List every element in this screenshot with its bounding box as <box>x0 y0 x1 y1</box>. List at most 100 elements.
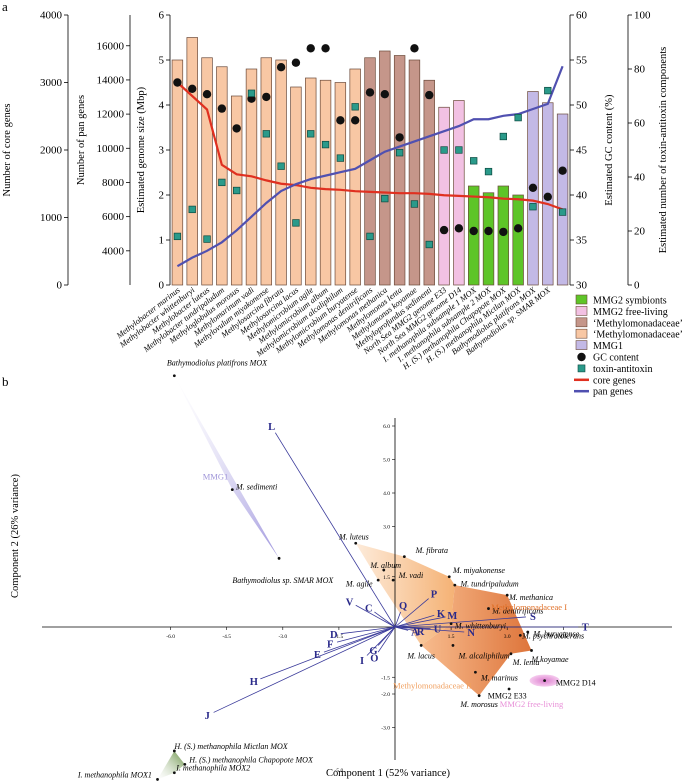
y-tick-label: 5.0 <box>383 458 390 464</box>
loading-label: M <box>447 611 457 622</box>
y-tick-label: 3.0 <box>383 525 390 531</box>
gc-point-1 <box>188 84 197 94</box>
y-tick-label: 6.0 <box>383 424 390 430</box>
loading-label: D <box>330 630 338 641</box>
ta-point-15 <box>395 149 404 157</box>
axis-tick-label: 2 <box>159 190 165 202</box>
genome-size-axis: 0 1 2 3 4 5 6 <box>159 10 171 292</box>
loading-label: R <box>417 627 425 638</box>
pca-point <box>487 607 490 610</box>
axis-tick-label: 6 <box>159 10 165 22</box>
ta-point-24 <box>529 203 537 211</box>
gc-point-26 <box>558 166 567 175</box>
pca-point <box>172 374 176 378</box>
axis-tick-label: 30 <box>576 280 588 292</box>
axis-tick-label: 40 <box>576 190 588 202</box>
pca-point-label: M. lacus <box>406 651 435 660</box>
pca-point <box>391 578 395 582</box>
gc-point-16 <box>410 44 419 53</box>
ta-point-9 <box>307 130 315 138</box>
loading-label: J <box>205 711 210 722</box>
pca-points: Bathymodiolus platifrons MOX M. sedimenti… <box>77 358 596 781</box>
gc-point-7 <box>276 62 286 72</box>
ta-point-17 <box>425 240 433 249</box>
axis-tick-label: 3 <box>159 145 165 157</box>
axis-tick-label: 0 <box>57 280 63 292</box>
loading-label: A <box>411 628 419 639</box>
size-axis-label: Estimated genome size (Mbp) <box>136 86 147 213</box>
legend-swatch <box>575 294 588 305</box>
axis-tick-label: 80 <box>634 64 646 76</box>
x-tick-label: -4.5 <box>222 634 231 640</box>
pca-point <box>526 630 530 634</box>
pca-point <box>354 541 358 545</box>
loading-label: C <box>365 603 373 614</box>
axis-tick-label: 2000 <box>40 145 63 157</box>
pca-point-label: M. fibrata <box>415 546 448 555</box>
ta-point-6 <box>262 130 270 138</box>
gc-point-14 <box>380 90 390 99</box>
pca-point <box>507 687 511 691</box>
bar-20 <box>468 185 480 286</box>
loading-label: H <box>250 677 258 688</box>
bar-6 <box>260 57 272 286</box>
loading-line <box>394 598 429 628</box>
ta-point-20 <box>470 157 478 165</box>
loading-label: L <box>268 422 275 433</box>
gc-point-13 <box>365 88 375 97</box>
panel-label-a: a <box>2 0 8 14</box>
bar-7 <box>275 59 287 286</box>
ta-point-21 <box>484 167 493 176</box>
pca-point <box>183 762 187 766</box>
legend-label: core genes <box>593 375 636 386</box>
ta-point-18 <box>440 146 448 154</box>
gc-point-17 <box>425 90 434 100</box>
pca-point <box>474 670 477 674</box>
ta-axis-label: Estimated number of toxin-antitoxin comp… <box>658 47 669 253</box>
loading-line <box>394 611 401 628</box>
gc-point-3 <box>217 104 227 113</box>
gc-point-4 <box>232 124 241 133</box>
loading-line <box>374 611 396 628</box>
pca-point <box>447 575 451 579</box>
ta-point-5 <box>247 89 256 97</box>
bar-19 <box>453 100 465 286</box>
x-tick-label: 3.0 <box>504 634 511 640</box>
axis-tick-label: 3000 <box>40 77 63 89</box>
gc-point-12 <box>350 116 360 125</box>
pan-axis-label: Number of pan genes <box>76 95 87 185</box>
loading-label: G <box>369 646 377 657</box>
pca-point <box>376 578 380 582</box>
loading-label: E <box>314 650 321 661</box>
loading-line <box>340 626 396 635</box>
gc-point-9 <box>306 44 315 53</box>
ta-point-19 <box>455 146 463 154</box>
x-tick-label: 1.5 <box>448 634 455 640</box>
legend-label: MMG2 symbionts <box>593 296 667 307</box>
legend-swatch <box>577 364 586 373</box>
panel-b-pca: -6.0 -4.5 -3.0 -1.5 1.5 3.0 4.5 -1.5 -2.0 -3.0 1.5… <box>10 358 672 781</box>
ta-point-0 <box>173 232 182 241</box>
ta-point-12 <box>351 103 359 111</box>
pca-point <box>505 593 509 597</box>
loading-line <box>394 616 446 628</box>
x-axis-label: Component 1 (52% variance) <box>326 768 450 779</box>
cluster-label: Methylomonadaceae I <box>491 602 567 612</box>
legend-swatch <box>575 306 588 316</box>
hull-methylomonadaceae-i <box>421 585 532 696</box>
ta-point-4 <box>233 186 241 195</box>
pca-point <box>172 771 176 775</box>
pca-point-label: M. album <box>369 561 401 570</box>
toxin-antitoxin-axis: 0 20 40 60 80 100 <box>627 10 651 292</box>
hull-mmg2-symbionts <box>157 750 185 780</box>
loading-line <box>377 626 396 653</box>
gc-and-ta-markers <box>173 44 567 249</box>
pca-point-label: Bathymodiolus sp. SMAR MOX <box>232 576 334 585</box>
cluster-labels: MMG1MMG2 symbiontsMethylomonadaceae IMet… <box>203 471 567 709</box>
gc-content-axis: 30 35 40 45 50 55 60 <box>569 10 588 292</box>
bar-14 <box>379 50 391 286</box>
legend-swatch <box>575 328 588 339</box>
axis-tick-label: 8000 <box>102 177 125 189</box>
gc-point-24 <box>528 183 538 192</box>
ta-point-13 <box>366 232 374 241</box>
